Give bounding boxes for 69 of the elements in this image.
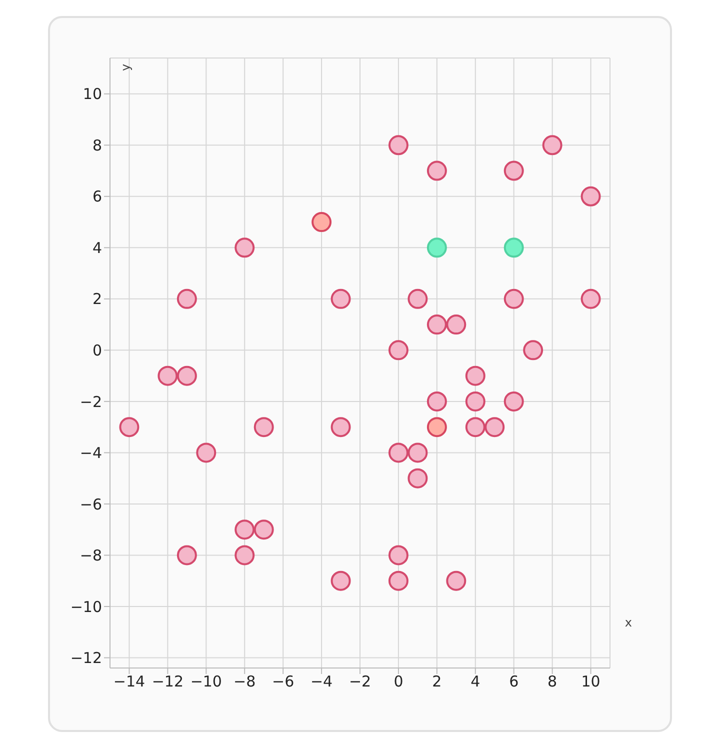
y-tick-label: −12 xyxy=(70,649,102,668)
point xyxy=(504,160,524,181)
y-axis-title: y xyxy=(118,64,133,71)
point xyxy=(176,288,197,309)
point xyxy=(446,314,466,335)
point xyxy=(504,391,524,412)
point xyxy=(542,135,562,156)
x-tick-label: 2 xyxy=(432,672,442,691)
point xyxy=(465,366,486,386)
x-tick-label: 8 xyxy=(548,672,558,691)
x-tick-label: −14 xyxy=(113,672,146,691)
point xyxy=(465,391,486,412)
point xyxy=(254,520,274,540)
point xyxy=(254,417,274,438)
y-tick-label: 2 xyxy=(92,290,102,308)
x-tick-label: 0 xyxy=(394,672,404,691)
y-tick-label: 8 xyxy=(92,136,102,154)
point xyxy=(465,417,486,438)
point xyxy=(312,212,332,232)
x-tick-label: −6 xyxy=(272,672,294,691)
point xyxy=(388,442,408,463)
point xyxy=(330,417,351,438)
x-tick-label: −8 xyxy=(234,672,256,691)
y-tick-label: −8 xyxy=(80,546,102,565)
x-tick-label: 4 xyxy=(470,672,480,691)
y-tick-label: −10 xyxy=(70,598,102,616)
point xyxy=(484,417,505,438)
point xyxy=(119,417,140,438)
point xyxy=(388,340,408,360)
point xyxy=(234,545,255,566)
point xyxy=(426,314,447,335)
point xyxy=(234,238,255,258)
point xyxy=(158,366,178,386)
y-tick-label: 0 xyxy=(92,342,102,360)
y-tick-label: 4 xyxy=(92,238,102,257)
point xyxy=(446,570,466,591)
x-tick-label: 6 xyxy=(509,672,519,691)
x-tick-label: 10 xyxy=(581,672,600,691)
point xyxy=(426,417,447,438)
point xyxy=(426,238,447,258)
x-tick-label: −10 xyxy=(190,672,222,691)
y-tick-label: 6 xyxy=(92,188,102,206)
point xyxy=(176,366,197,386)
y-tick-label: −6 xyxy=(80,495,102,514)
point xyxy=(388,570,408,591)
x-axis-title: x xyxy=(624,616,632,630)
point xyxy=(426,160,447,181)
point xyxy=(408,468,428,488)
point xyxy=(580,288,601,309)
point xyxy=(504,288,524,309)
y-tick-label: 10 xyxy=(82,85,102,104)
point xyxy=(580,186,601,206)
point xyxy=(330,288,351,309)
point xyxy=(330,570,351,591)
point xyxy=(196,442,216,463)
point xyxy=(523,340,544,360)
x-tick-label: −2 xyxy=(348,672,372,691)
point xyxy=(408,442,428,463)
point xyxy=(388,135,408,156)
point xyxy=(388,545,408,566)
x-tick-label: −12 xyxy=(152,672,184,691)
point xyxy=(504,238,524,258)
x-tick-label: −4 xyxy=(310,672,333,691)
point xyxy=(426,391,447,412)
point xyxy=(176,545,197,566)
point xyxy=(234,520,255,540)
y-tick-label: −4 xyxy=(80,444,102,462)
y-tick-label: −2 xyxy=(80,392,102,411)
point xyxy=(408,288,428,309)
